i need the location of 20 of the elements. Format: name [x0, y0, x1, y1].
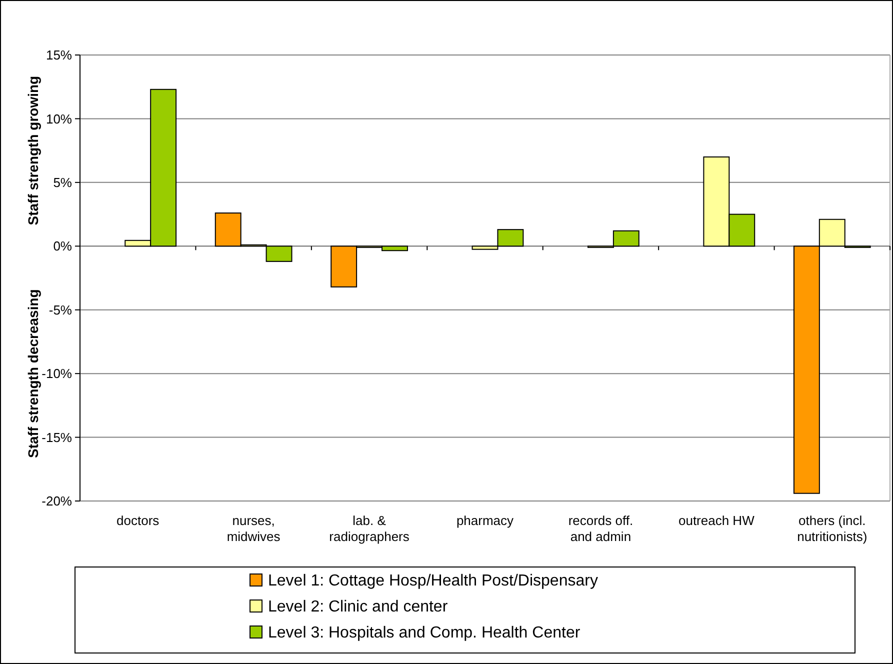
- x-tick-label: doctors: [116, 513, 160, 528]
- legend-label: Level 3: Hospitals and Comp. Health Center: [268, 624, 581, 642]
- y-axis-title: Staff strength growing: [25, 76, 41, 226]
- y-tick-label: 5%: [53, 174, 72, 190]
- x-tick-label: outreach HW: [678, 513, 756, 528]
- x-tick-label: nurses, midwives: [226, 513, 281, 544]
- y-tick-label: -15%: [42, 430, 72, 445]
- x-tick-label: records off. and admin: [568, 513, 634, 544]
- text: Staff strength decreasing: [25, 289, 41, 458]
- x-tick-label: pharmacy: [456, 513, 514, 528]
- y-tick-label: -20%: [42, 494, 72, 509]
- y-tick-label: 0%: [53, 238, 72, 254]
- legend-label: Level 2: Clinic and center: [268, 598, 448, 616]
- x-tick-label: others (incl. nutritionists): [797, 513, 868, 544]
- y-tick-label: 10%: [46, 111, 72, 126]
- y-tick-label: -10%: [42, 366, 72, 382]
- y-tick-label: 15%: [46, 48, 72, 63]
- legend-label: Level 1: Cottage Hosp/Health Post/Dispensary: [268, 572, 598, 590]
- y-tick-label: -5%: [48, 302, 72, 318]
- x-tick-label: lab. & radiographers: [329, 513, 410, 544]
